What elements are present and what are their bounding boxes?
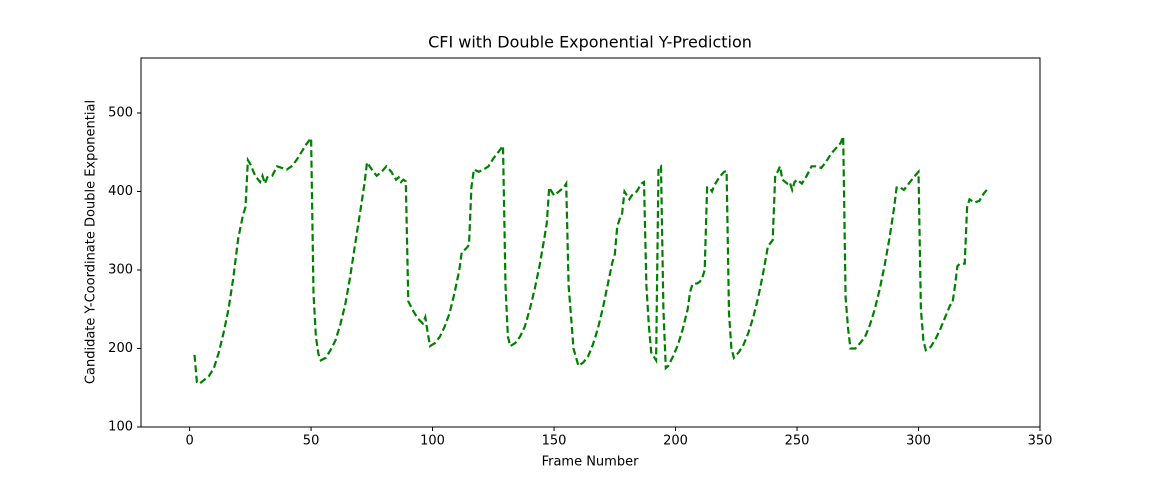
x-tick-label: 100 xyxy=(420,434,445,449)
x-tick-label: 300 xyxy=(906,434,931,449)
y-tick-label: 400 xyxy=(108,184,133,199)
x-tick-label: 350 xyxy=(1028,434,1053,449)
y-tick-label: 200 xyxy=(108,341,133,356)
plot-frame xyxy=(140,57,1041,428)
x-axis-label: Frame Number xyxy=(542,455,640,470)
x-tick-label: 0 xyxy=(185,434,193,449)
x-tick-label: 250 xyxy=(785,434,810,449)
y-axis-label: Candidate Y-Coordinate Double Exponentia… xyxy=(84,100,99,384)
y-tick-label: 100 xyxy=(108,420,133,435)
x-tick-label: 50 xyxy=(303,434,320,449)
x-tick-label: 150 xyxy=(542,434,567,449)
chart-title: CFI with Double Exponential Y-Prediction xyxy=(428,33,752,52)
y-tick-label: 500 xyxy=(108,105,133,120)
x-tick-label: 200 xyxy=(663,434,688,449)
data-line xyxy=(193,134,990,386)
y-tick-label: 300 xyxy=(108,262,133,277)
